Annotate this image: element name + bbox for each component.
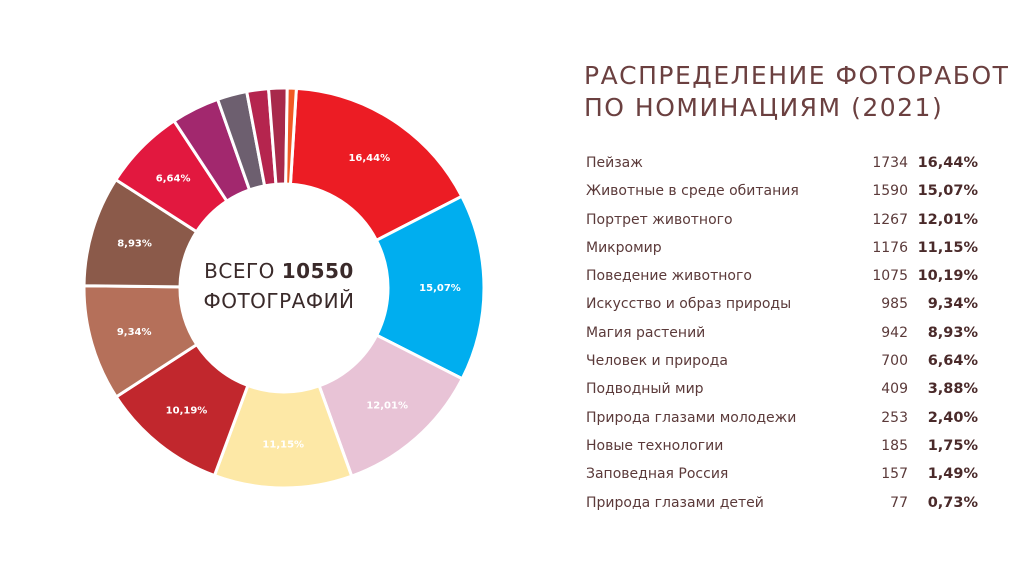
legend-category: Искусство и образ природы <box>586 296 792 313</box>
legend-count: 1734 <box>872 155 908 171</box>
legend-percent: 3,88% <box>927 381 978 398</box>
slice-2 <box>374 194 486 381</box>
legend-count: 985 <box>881 296 908 313</box>
legend-row: Пейзаж 1734 16,44% <box>586 149 986 177</box>
legend-category: Животные в среде обитания <box>586 183 799 200</box>
legend-category: Магия растений <box>586 324 706 341</box>
legend-row: Человек и природа 700 6,64% <box>586 347 986 375</box>
legend-count: 157 <box>881 466 908 483</box>
legend-percent: 1,49% <box>927 466 978 483</box>
center-suffix: ФОТОГРАФИЙ <box>203 289 355 313</box>
slice-label-3: 12,01% <box>366 401 408 412</box>
legend-row: Природа глазами молодежи 253 2,40% <box>586 404 986 432</box>
legend-count: 409 <box>881 381 908 398</box>
legend-row: Новые технологии 185 1,75% <box>586 432 986 460</box>
legend-percent: 1,75% <box>927 437 978 454</box>
slice-1 <box>288 86 464 243</box>
title-line-2: ПО НОМИНАЦИЯМ (2021) <box>584 93 944 122</box>
legend-percent: 2,40% <box>927 409 978 426</box>
legend-count: 1590 <box>872 183 908 200</box>
legend-count: 1267 <box>872 211 908 228</box>
legend-category: Подводный мир <box>586 381 704 398</box>
legend-category: Новые технологии <box>586 437 724 454</box>
legend-row: Заповедная Россия 157 1,49% <box>586 460 986 488</box>
legend-row: Животные в среде обитания 1590 15,07% <box>586 177 986 205</box>
slice-label-2: 15,07% <box>419 283 461 294</box>
legend-row: Поведение животного 1075 10,19% <box>586 262 986 290</box>
legend-category: Пейзаж <box>586 155 643 171</box>
legend-percent: 11,15% <box>917 239 978 256</box>
legend-count: 185 <box>881 437 908 454</box>
legend-percent: 6,64% <box>927 353 978 370</box>
legend-percent: 9,34% <box>927 296 978 313</box>
legend-count: 253 <box>881 409 908 426</box>
title: РАСПРЕДЕЛЕНИЕ ФОТОРАБОТ ПО НОМИНАЦИЯМ (2… <box>584 60 1009 124</box>
legend-category: Заповедная Россия <box>586 466 729 483</box>
slice-label-6: 9,34% <box>117 327 152 338</box>
legend-percent: 10,19% <box>917 268 978 285</box>
slice-label-7: 8,93% <box>117 239 152 250</box>
slice-13 <box>284 86 298 186</box>
legend-row: Микромир 1176 11,15% <box>586 234 986 262</box>
legend-category: Портрет животного <box>586 211 733 228</box>
legend-row: Магия растений 942 8,93% <box>586 319 986 347</box>
legend-percent: 15,07% <box>917 183 978 200</box>
legend-percent: 16,44% <box>917 155 978 171</box>
legend-percent: 8,93% <box>927 324 978 341</box>
legend-row: Подводный мир 409 3,88% <box>586 375 986 403</box>
legend-count: 1176 <box>872 239 908 256</box>
legend-category: Природа глазами детей <box>586 494 764 511</box>
legend-category: Поведение животного <box>586 268 752 285</box>
center-prefix: ВСЕГО <box>204 259 275 283</box>
legend-count: 942 <box>881 324 908 341</box>
slice-label-5: 10,19% <box>166 405 208 416</box>
legend-category: Микромир <box>586 239 662 256</box>
slice-label-1: 16,44% <box>348 153 390 164</box>
title-line-1: РАСПРЕДЕЛЕНИЕ ФОТОРАБОТ <box>584 61 1010 90</box>
slice-label-8: 6,64% <box>156 174 191 185</box>
legend-category: Человек и природа <box>586 353 728 370</box>
legend-count: 77 <box>890 494 908 511</box>
legend-count: 1075 <box>872 268 908 285</box>
donut-chart: 16,44% 15,07% 12,01% 11,15% 10,19% 9,34% 8,93%… <box>82 86 486 490</box>
legend-table: Пейзаж 1734 16,44% Животные в среде обитани… <box>586 149 986 517</box>
legend-row: Портрет животного 1267 12,01% <box>586 206 986 234</box>
legend-count: 700 <box>881 353 908 370</box>
legend-percent: 0,73% <box>927 494 978 511</box>
legend-row: Искусство и образ природы 985 9,34% <box>586 290 986 318</box>
legend-category: Природа глазами молодежи <box>586 409 797 426</box>
slice-label-4: 11,15% <box>262 439 304 450</box>
center-total-value: 10550 <box>281 259 354 283</box>
legend-percent: 12,01% <box>917 211 978 228</box>
center-total: ВСЕГО 10550 ФОТОГРАФИЙ <box>184 256 374 316</box>
legend-row: Природа глазами детей 77 0,73% <box>586 489 986 517</box>
